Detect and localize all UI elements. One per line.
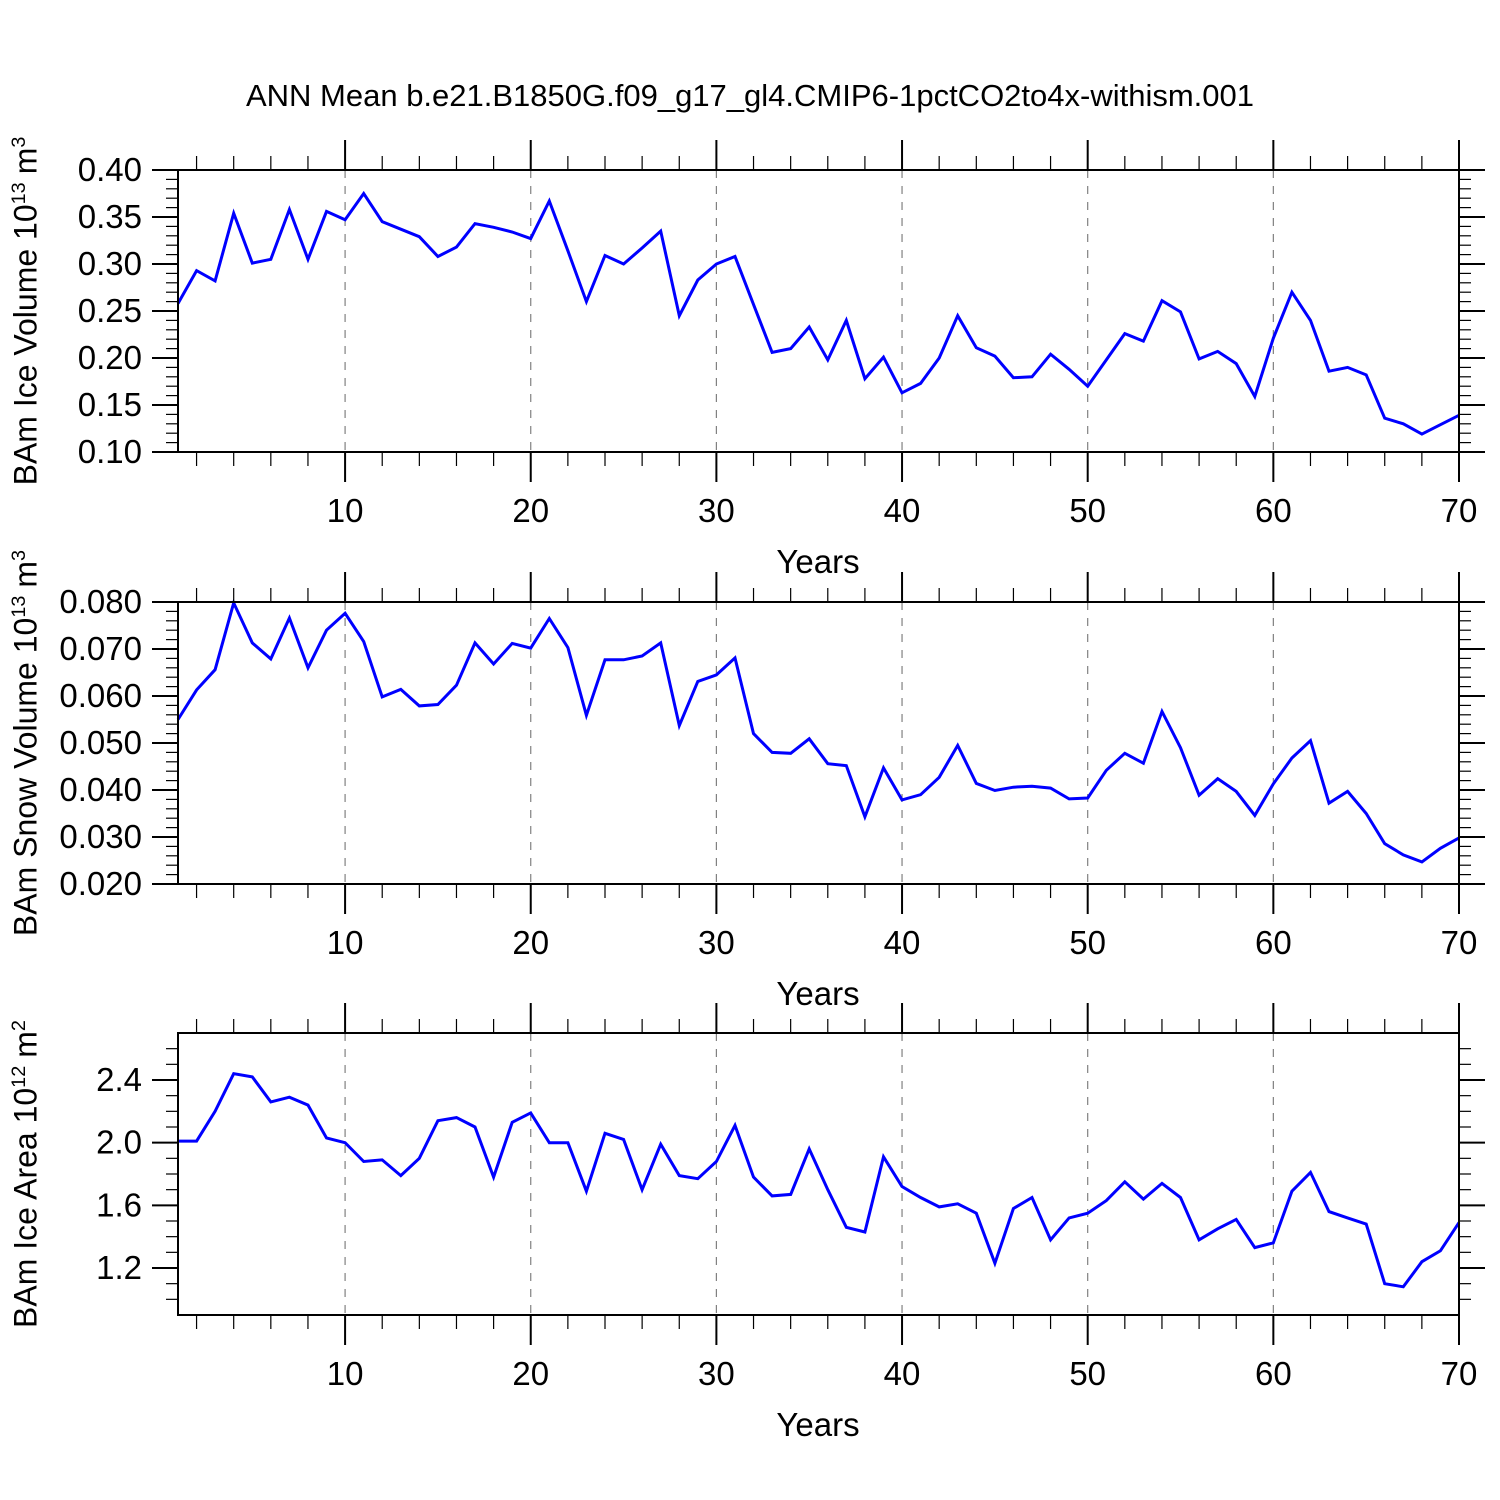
svg-text:30: 30 <box>698 1355 735 1392</box>
x-axis-label-years-panel-2: Years <box>776 975 860 1012</box>
data-line <box>176 190 1460 436</box>
svg-text:70: 70 <box>1441 1355 1478 1392</box>
svg-text:40: 40 <box>884 492 921 529</box>
chart-title: ANN Mean b.e21.B1850G.f09_g17_gl4.CMIP6-… <box>245 78 1255 113</box>
y-axis-label-unit: m <box>7 147 44 175</box>
x-axis-label-years-panel-1: Years <box>776 543 860 580</box>
data-line <box>178 1072 1461 1289</box>
svg-text:10: 10 <box>327 1355 364 1392</box>
y-axis-label-unit-exponent: 3 <box>7 136 30 148</box>
svg-text:30: 30 <box>698 924 735 961</box>
ticks <box>152 140 1485 482</box>
y-axis-label-text: BAm Ice Area 10 <box>7 1087 44 1328</box>
panel-bam-ice-volume: 0.10 0.15 0.20 0.25 0.30 0.35 0.40 10 20 30 40 50 60… <box>78 140 1485 529</box>
y-axis-label-text: BAm Snow Volume 10 <box>7 617 44 937</box>
gridlines <box>344 1033 1460 1315</box>
y-axis-label-text: BAm Ice Volume 10 <box>7 204 44 486</box>
plot-frame <box>177 601 1460 885</box>
svg-text:50: 50 <box>1069 492 1106 529</box>
svg-text:1.6: 1.6 <box>96 1186 142 1223</box>
tick-labels: 0.10 0.15 0.20 0.25 0.30 0.35 0.40 10 20 30 40 50 60… <box>78 151 1478 529</box>
svg-text:0.060: 0.060 <box>59 677 142 714</box>
svg-text:0.020: 0.020 <box>59 865 142 902</box>
y-axis-label-unit-exponent: 2 <box>7 1020 30 1032</box>
y-axis-label-ice-area: BAm Ice Area 1012 m2 <box>8 1020 45 1328</box>
svg-text:60: 60 <box>1255 924 1292 961</box>
ticks <box>152 572 1485 914</box>
svg-text:0.40: 0.40 <box>78 151 142 188</box>
data-line <box>176 598 1460 864</box>
svg-text:60: 60 <box>1255 1355 1292 1392</box>
y-axis-label-exponent: 13 <box>7 595 30 618</box>
x-axis-label-years-panel-3: Years <box>776 1406 860 1443</box>
svg-text:0.10: 0.10 <box>78 433 142 470</box>
svg-text:40: 40 <box>884 924 921 961</box>
ticks <box>152 1003 1485 1345</box>
svg-text:0.30: 0.30 <box>78 245 142 282</box>
plot-frame <box>177 1032 1460 1316</box>
panel-bam-snow-volume: 0.020 0.030 0.040 0.050 0.060 0.070 0.080 10 20 3… <box>59 572 1485 961</box>
gridlines <box>344 170 1460 452</box>
svg-text:20: 20 <box>512 1355 549 1392</box>
svg-text:0.35: 0.35 <box>78 198 142 235</box>
svg-text:40: 40 <box>884 1355 921 1392</box>
plot-frame <box>177 169 1460 453</box>
svg-text:0.15: 0.15 <box>78 386 142 423</box>
svg-text:0.050: 0.050 <box>59 724 142 761</box>
svg-text:0.20: 0.20 <box>78 339 142 376</box>
svg-text:0.030: 0.030 <box>59 818 142 855</box>
y-axis-label-ice-volume: BAm Ice Volume 1013 m3 <box>8 137 45 486</box>
svg-text:20: 20 <box>512 492 549 529</box>
svg-text:2.0: 2.0 <box>96 1124 142 1161</box>
svg-text:70: 70 <box>1441 492 1478 529</box>
svg-text:1.2: 1.2 <box>96 1249 142 1286</box>
svg-text:10: 10 <box>327 924 364 961</box>
svg-text:50: 50 <box>1069 1355 1106 1392</box>
y-axis-label-exponent: 12 <box>7 1065 30 1088</box>
svg-text:50: 50 <box>1069 924 1106 961</box>
svg-text:30: 30 <box>698 492 735 529</box>
tick-labels: 1.2 1.6 2.0 2.4 10 20 30 40 50 60 70 <box>96 1061 1477 1392</box>
y-axis-label-unit: m <box>7 560 44 588</box>
svg-text:10: 10 <box>327 492 364 529</box>
y-axis-label-unit: m <box>7 1031 44 1058</box>
y-axis-label-snow-volume: BAm Snow Volume 1013 m3 <box>8 550 45 936</box>
svg-text:0.080: 0.080 <box>59 583 142 620</box>
svg-text:2.4: 2.4 <box>96 1061 142 1098</box>
svg-text:0.25: 0.25 <box>78 292 142 329</box>
panel-bam-ice-area: 1.2 1.6 2.0 2.4 10 20 30 40 50 60 70 <box>96 1003 1485 1392</box>
svg-text:0.040: 0.040 <box>59 771 142 808</box>
svg-text:0.070: 0.070 <box>59 630 142 667</box>
y-axis-label-exponent: 13 <box>7 182 30 205</box>
y-axis-label-unit-exponent: 3 <box>7 549 30 561</box>
tick-labels: 0.020 0.030 0.040 0.050 0.060 0.070 0.080 10 20 3… <box>59 583 1477 961</box>
svg-text:20: 20 <box>512 924 549 961</box>
svg-text:70: 70 <box>1441 924 1478 961</box>
svg-text:60: 60 <box>1255 492 1292 529</box>
